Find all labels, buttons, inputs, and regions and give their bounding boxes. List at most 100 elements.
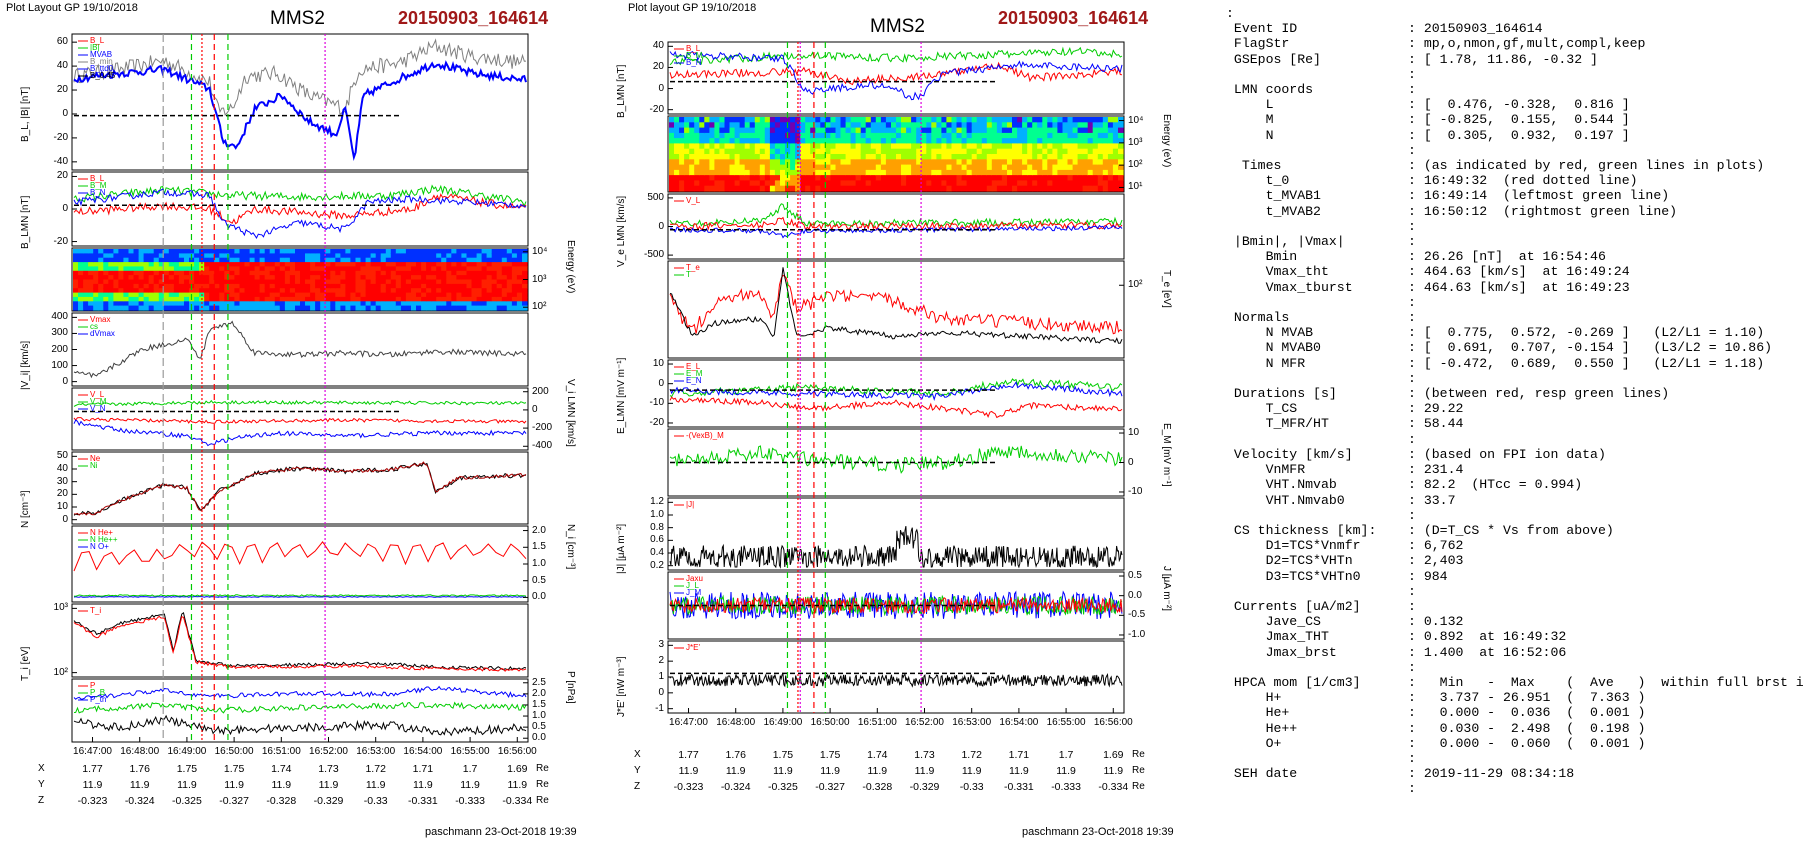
- spectrogram-cell: [946, 148, 952, 155]
- spectrogram-cell: [991, 175, 998, 181]
- spectrogram-cell: [214, 257, 220, 263]
- spectrogram-cell: [709, 159, 715, 166]
- spectrogram-cell: [931, 132, 937, 139]
- spectrogram-cell: [744, 164, 751, 171]
- spectrogram-cell: [365, 279, 372, 285]
- spectrogram-cell: [800, 159, 806, 166]
- spectrogram-cell: [153, 270, 160, 276]
- spectrogram-cell: [734, 117, 741, 123]
- info-line: :: [1226, 750, 1416, 766]
- spectrogram-cell: [506, 262, 513, 268]
- spectrogram-cell: [769, 185, 776, 192]
- spectrogram-cell: [805, 159, 811, 166]
- spectrogram-cell: [1112, 148, 1119, 155]
- y-tick-label: 0: [62, 513, 68, 525]
- spectrogram-cell: [204, 296, 210, 302]
- spectrogram-cell: [961, 127, 968, 134]
- spectrogram-cell: [73, 262, 79, 268]
- left-pressure-series-1: [73, 701, 527, 714]
- spectrogram-cell: [219, 253, 225, 259]
- spectrogram-cell: [345, 283, 351, 289]
- spectrogram-cell: [400, 288, 407, 294]
- spectrogram-cell: [830, 143, 836, 150]
- spectrogram-cell: [209, 288, 215, 294]
- spectrogram-cell: [769, 127, 776, 134]
- spectrogram-cell: [269, 262, 276, 268]
- middle-electron-temp-series-1: [669, 267, 1123, 344]
- spectrogram-cell: [476, 257, 483, 263]
- spectrogram-cell: [936, 148, 942, 155]
- spectrogram-cell: [906, 180, 912, 187]
- spectrogram-cell: [679, 169, 685, 176]
- spectrogram-cell: [875, 185, 882, 192]
- spectrogram-cell: [78, 262, 84, 268]
- spectrogram-cell: [679, 164, 685, 171]
- spectrogram-cell: [173, 275, 180, 281]
- spectrogram-cell: [704, 164, 710, 171]
- spectrogram-cell: [335, 257, 341, 263]
- spectrogram-cell: [850, 159, 857, 166]
- spectrogram-cell: [436, 249, 442, 254]
- spectrogram-cell: [103, 288, 109, 294]
- spectrogram-cell: [991, 185, 998, 192]
- spectrogram-cell: [522, 305, 528, 311]
- spectrogram-cell: [511, 275, 518, 281]
- spectrogram-cell: [305, 249, 311, 254]
- spectrogram-cell: [168, 253, 175, 259]
- spectrogram-cell: [486, 270, 493, 276]
- middle-e-m-series-0: [669, 445, 1123, 474]
- spectrogram-cell: [1102, 159, 1109, 166]
- spectrogram-cell: [209, 296, 215, 302]
- spectrogram-cell: [486, 266, 493, 272]
- spectrogram-cell: [486, 253, 493, 259]
- spectrogram-cell: [1032, 175, 1038, 181]
- spectrogram-cell: [168, 301, 175, 307]
- spectrogram-cell: [966, 138, 973, 144]
- spectrogram-cell: [1062, 169, 1069, 176]
- spectrogram-cell: [400, 257, 407, 263]
- spectrogram-cell: [956, 175, 963, 181]
- spectrogram-cell: [289, 275, 296, 281]
- spectrogram-cell: [385, 275, 392, 281]
- spectrogram-cell: [1062, 180, 1069, 187]
- spectrogram-cell: [385, 288, 392, 294]
- spectrogram-cell: [785, 117, 791, 123]
- spectrogram-cell: [476, 305, 483, 311]
- spectrogram-cell: [254, 253, 261, 259]
- spectrogram-cell: [138, 249, 145, 254]
- spectrogram-cell: [330, 283, 336, 289]
- spectrogram-cell: [426, 253, 432, 259]
- spectrogram-cell: [739, 148, 746, 155]
- spectrogram-cell: [501, 266, 508, 272]
- spectrogram-cell: [931, 143, 937, 150]
- spectrogram-cell: [355, 279, 362, 285]
- spectrogram-cell: [254, 279, 261, 285]
- x-tick-label: 16:55:00: [450, 746, 490, 757]
- spectrogram-cell: [73, 275, 79, 281]
- spectrogram-cell: [522, 288, 528, 294]
- spectrogram-cell: [73, 305, 79, 311]
- spectrogram-cell: [320, 249, 326, 254]
- spectrogram-cell: [996, 117, 1003, 123]
- spectrogram-cell: [845, 159, 852, 166]
- spectrogram-cell: [926, 138, 932, 144]
- spectrogram-cell: [416, 253, 422, 259]
- spectrogram-cell: [749, 185, 756, 192]
- spectrogram-cell: [855, 180, 862, 187]
- spectrogram-cell: [981, 132, 988, 139]
- spectrogram-cell: [264, 275, 271, 281]
- spectrogram-cell: [976, 175, 983, 181]
- spectrogram-cell: [204, 270, 210, 276]
- spectrogram-cell: [679, 148, 685, 155]
- spectrogram-cell: [820, 127, 826, 134]
- spectrogram-cell: [214, 292, 220, 298]
- spectrogram-cell: [284, 301, 291, 307]
- spectrogram-cell: [350, 262, 356, 268]
- spectrogram-cell: [78, 253, 84, 259]
- spectrogram-cell: [375, 292, 382, 298]
- spectrogram-cell: [820, 169, 826, 176]
- spectrogram-cell: [163, 257, 170, 263]
- spectrogram-cell: [441, 305, 447, 311]
- orbit-value: 11.9: [271, 779, 292, 791]
- orbit-value: 11.9: [224, 779, 244, 791]
